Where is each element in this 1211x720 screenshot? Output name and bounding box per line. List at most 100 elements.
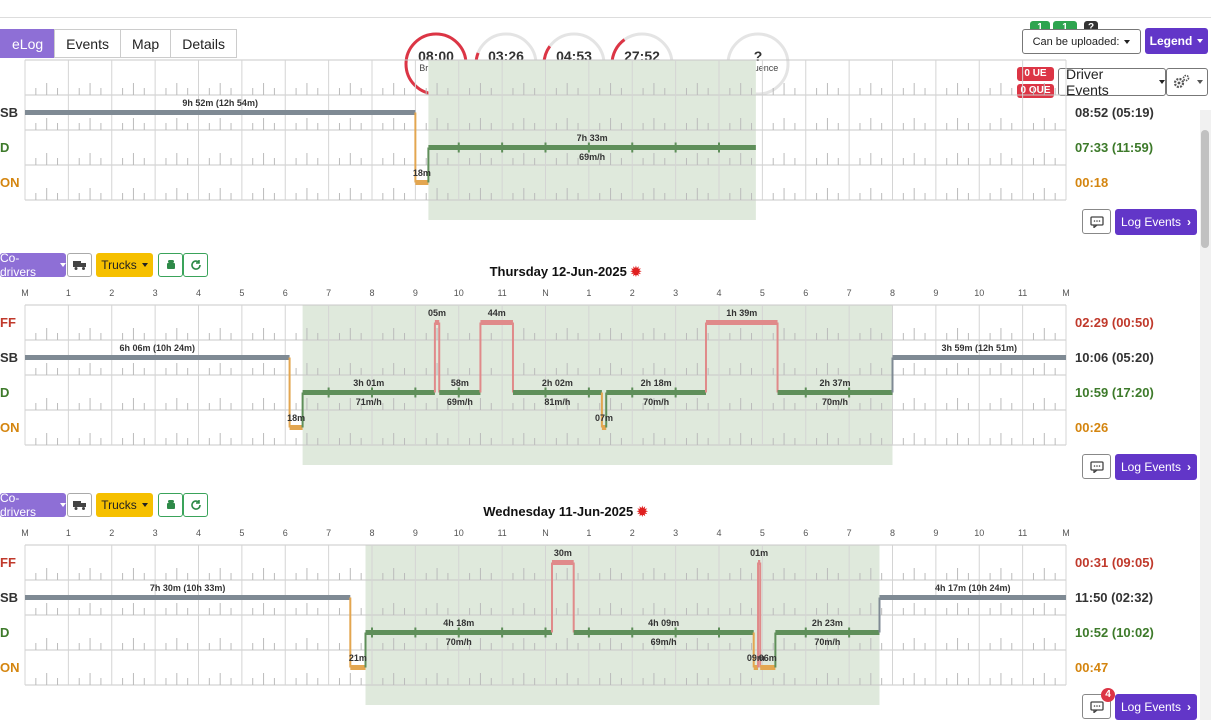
segment-duration-label: 7h 30m (10h 33m)	[149, 582, 226, 593]
hour-label: 9	[933, 288, 939, 298]
chevron-down-icon	[1196, 80, 1203, 84]
tab-map[interactable]: Map	[119, 29, 172, 58]
hour-label: 7	[326, 288, 332, 298]
upload-select[interactable]: Can be uploaded:	[1022, 29, 1141, 54]
log-events-button[interactable]: Log Events ›	[1115, 454, 1197, 480]
trucks-select-button[interactable]: Trucks	[96, 493, 153, 517]
hour-label: 8	[889, 528, 895, 538]
log-events-label: Log Events	[1120, 460, 1182, 474]
status-total: 10:59 (17:20)	[1075, 384, 1154, 400]
hour-label: 3	[152, 528, 158, 538]
refresh-button[interactable]	[183, 493, 208, 517]
tab-elog[interactable]: eLog	[0, 29, 56, 58]
scrollbar-track[interactable]	[1200, 110, 1211, 720]
status-total: 00:18	[1075, 174, 1109, 190]
status-total: 02:29 (00:50)	[1075, 314, 1154, 330]
segment-speed-label: 70m/h	[445, 636, 472, 647]
hour-label: 2	[629, 288, 635, 298]
comment-icon	[1089, 460, 1104, 473]
refresh-button[interactable]	[183, 253, 208, 277]
hour-label: 9	[933, 528, 939, 538]
hour-label: 6	[282, 528, 288, 538]
hour-label: 5	[759, 528, 765, 538]
scrollbar-thumb[interactable]	[1201, 130, 1209, 248]
tab-details[interactable]: Details	[170, 29, 237, 58]
hour-label: N	[542, 288, 549, 298]
segment-duration-label: 18m	[287, 412, 306, 423]
hour-label: 10	[974, 288, 985, 298]
truck-button[interactable]	[67, 493, 92, 517]
legend-button[interactable]: Legend	[1145, 28, 1208, 54]
alert-burst-icon: ✹	[636, 504, 648, 519]
hour-label: 9	[412, 528, 418, 538]
android-icon	[166, 260, 175, 269]
chevron-down-icon	[141, 263, 148, 267]
comment-icon	[1089, 700, 1104, 713]
log-events-button[interactable]: Log Events ›	[1115, 209, 1197, 235]
hour-label: 4	[716, 528, 722, 538]
status-total: 08:52 (05:19)	[1075, 104, 1154, 120]
trucks-label: Trucks	[101, 498, 137, 512]
segment-speed-label: 70m/h	[822, 396, 849, 407]
status-label-on: ON	[0, 419, 20, 435]
settings-dropdown-button[interactable]	[1166, 68, 1208, 96]
upload-select-label: Can be uploaded:	[1032, 35, 1120, 48]
segment-duration-label: 21m	[348, 652, 367, 663]
segment-duration-label: 4h 17m (10h 24m)	[934, 582, 1011, 593]
status-total: 00:47	[1075, 659, 1109, 675]
truck-icon	[72, 261, 86, 270]
hour-label: 2	[109, 528, 115, 538]
segment-duration-label: 44m	[487, 307, 506, 318]
truck-icon	[72, 501, 86, 510]
segment-duration-label: 09m	[746, 652, 765, 663]
hour-label: 7	[326, 528, 332, 538]
hour-label: 8	[369, 528, 375, 538]
status-total: 07:33 (11:59)	[1075, 139, 1154, 155]
hour-label: 6	[803, 528, 809, 538]
gauge-value: ?	[753, 48, 763, 64]
hour-label: 3	[152, 288, 158, 298]
gauge-label: Sequence	[725, 64, 791, 73]
refresh-icon	[190, 500, 201, 510]
segment-duration-label: 58m	[450, 377, 469, 388]
hour-label: 1	[65, 528, 71, 538]
hour-label: 8	[369, 288, 375, 298]
hour-label: 11	[497, 528, 507, 538]
segment-duration-label: 9h 52m (12h 54m)	[182, 97, 258, 108]
status-label-sb: SB	[0, 104, 19, 120]
segment-speed-label: 70m/h	[643, 396, 670, 407]
segment-duration-label: 01m	[750, 547, 769, 558]
hour-label: 1	[586, 288, 592, 298]
duty-grid	[24, 59, 1067, 220]
comment-icon	[1089, 215, 1104, 228]
comment-button[interactable]	[1082, 454, 1111, 479]
hour-label: 4	[716, 288, 722, 298]
day-title: Wednesday 11-Jun-2025 ✹	[0, 504, 1131, 520]
nav-tabs: eLog Events Map Details	[0, 29, 237, 58]
comment-button[interactable]	[1082, 209, 1111, 234]
status-label-ff: FF	[0, 554, 16, 570]
hour-label: 7	[846, 288, 852, 298]
log-events-button[interactable]: Log Events ›	[1115, 694, 1197, 720]
driver-events-select[interactable]: Driver Events	[1058, 66, 1166, 98]
co-drivers-button[interactable]: Co-drivers	[0, 491, 66, 519]
hour-label: 9	[412, 288, 418, 298]
segment-duration-label: 1h 39m	[726, 307, 758, 318]
hour-label: 4	[195, 528, 201, 538]
segment-speed-label: 69m/h	[650, 636, 677, 647]
co-drivers-button[interactable]: Co-drivers	[0, 251, 66, 279]
tab-events[interactable]: Events	[54, 29, 121, 58]
truck-button[interactable]	[67, 253, 92, 277]
trucks-select-button[interactable]: Trucks	[96, 253, 153, 277]
hour-label: 4	[195, 288, 201, 298]
segment-duration-label: 05m	[428, 307, 447, 318]
chevron-down-icon	[141, 503, 148, 507]
hour-label: M	[1062, 528, 1070, 538]
android-button[interactable]	[158, 493, 183, 517]
comment-count-badge: 4	[1101, 688, 1115, 702]
hour-label: 6	[282, 288, 288, 298]
android-button[interactable]	[158, 253, 183, 277]
driver-events-label: Driver Events	[1066, 66, 1109, 98]
hour-label: 8	[889, 288, 895, 298]
segment-speed-label: 81m/h	[544, 396, 571, 407]
